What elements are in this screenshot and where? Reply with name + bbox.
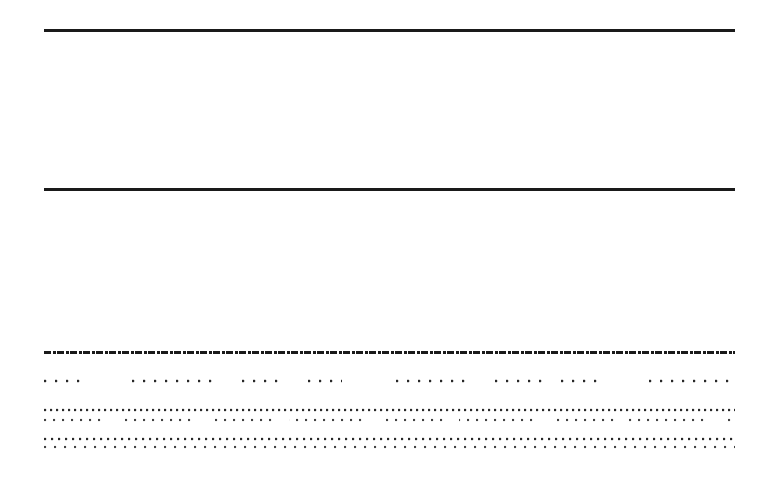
broken-dashed-rule: [44, 351, 735, 354]
faint-text-line-5: [44, 445, 735, 449]
faint-text-line-2: [44, 408, 735, 413]
faint-text-line-4: [44, 437, 735, 442]
faint-text-line-1: [44, 379, 735, 383]
top-horizontal-rule: [44, 29, 735, 32]
middle-horizontal-rule: [44, 188, 735, 191]
faint-text-line-3: [44, 418, 735, 422]
